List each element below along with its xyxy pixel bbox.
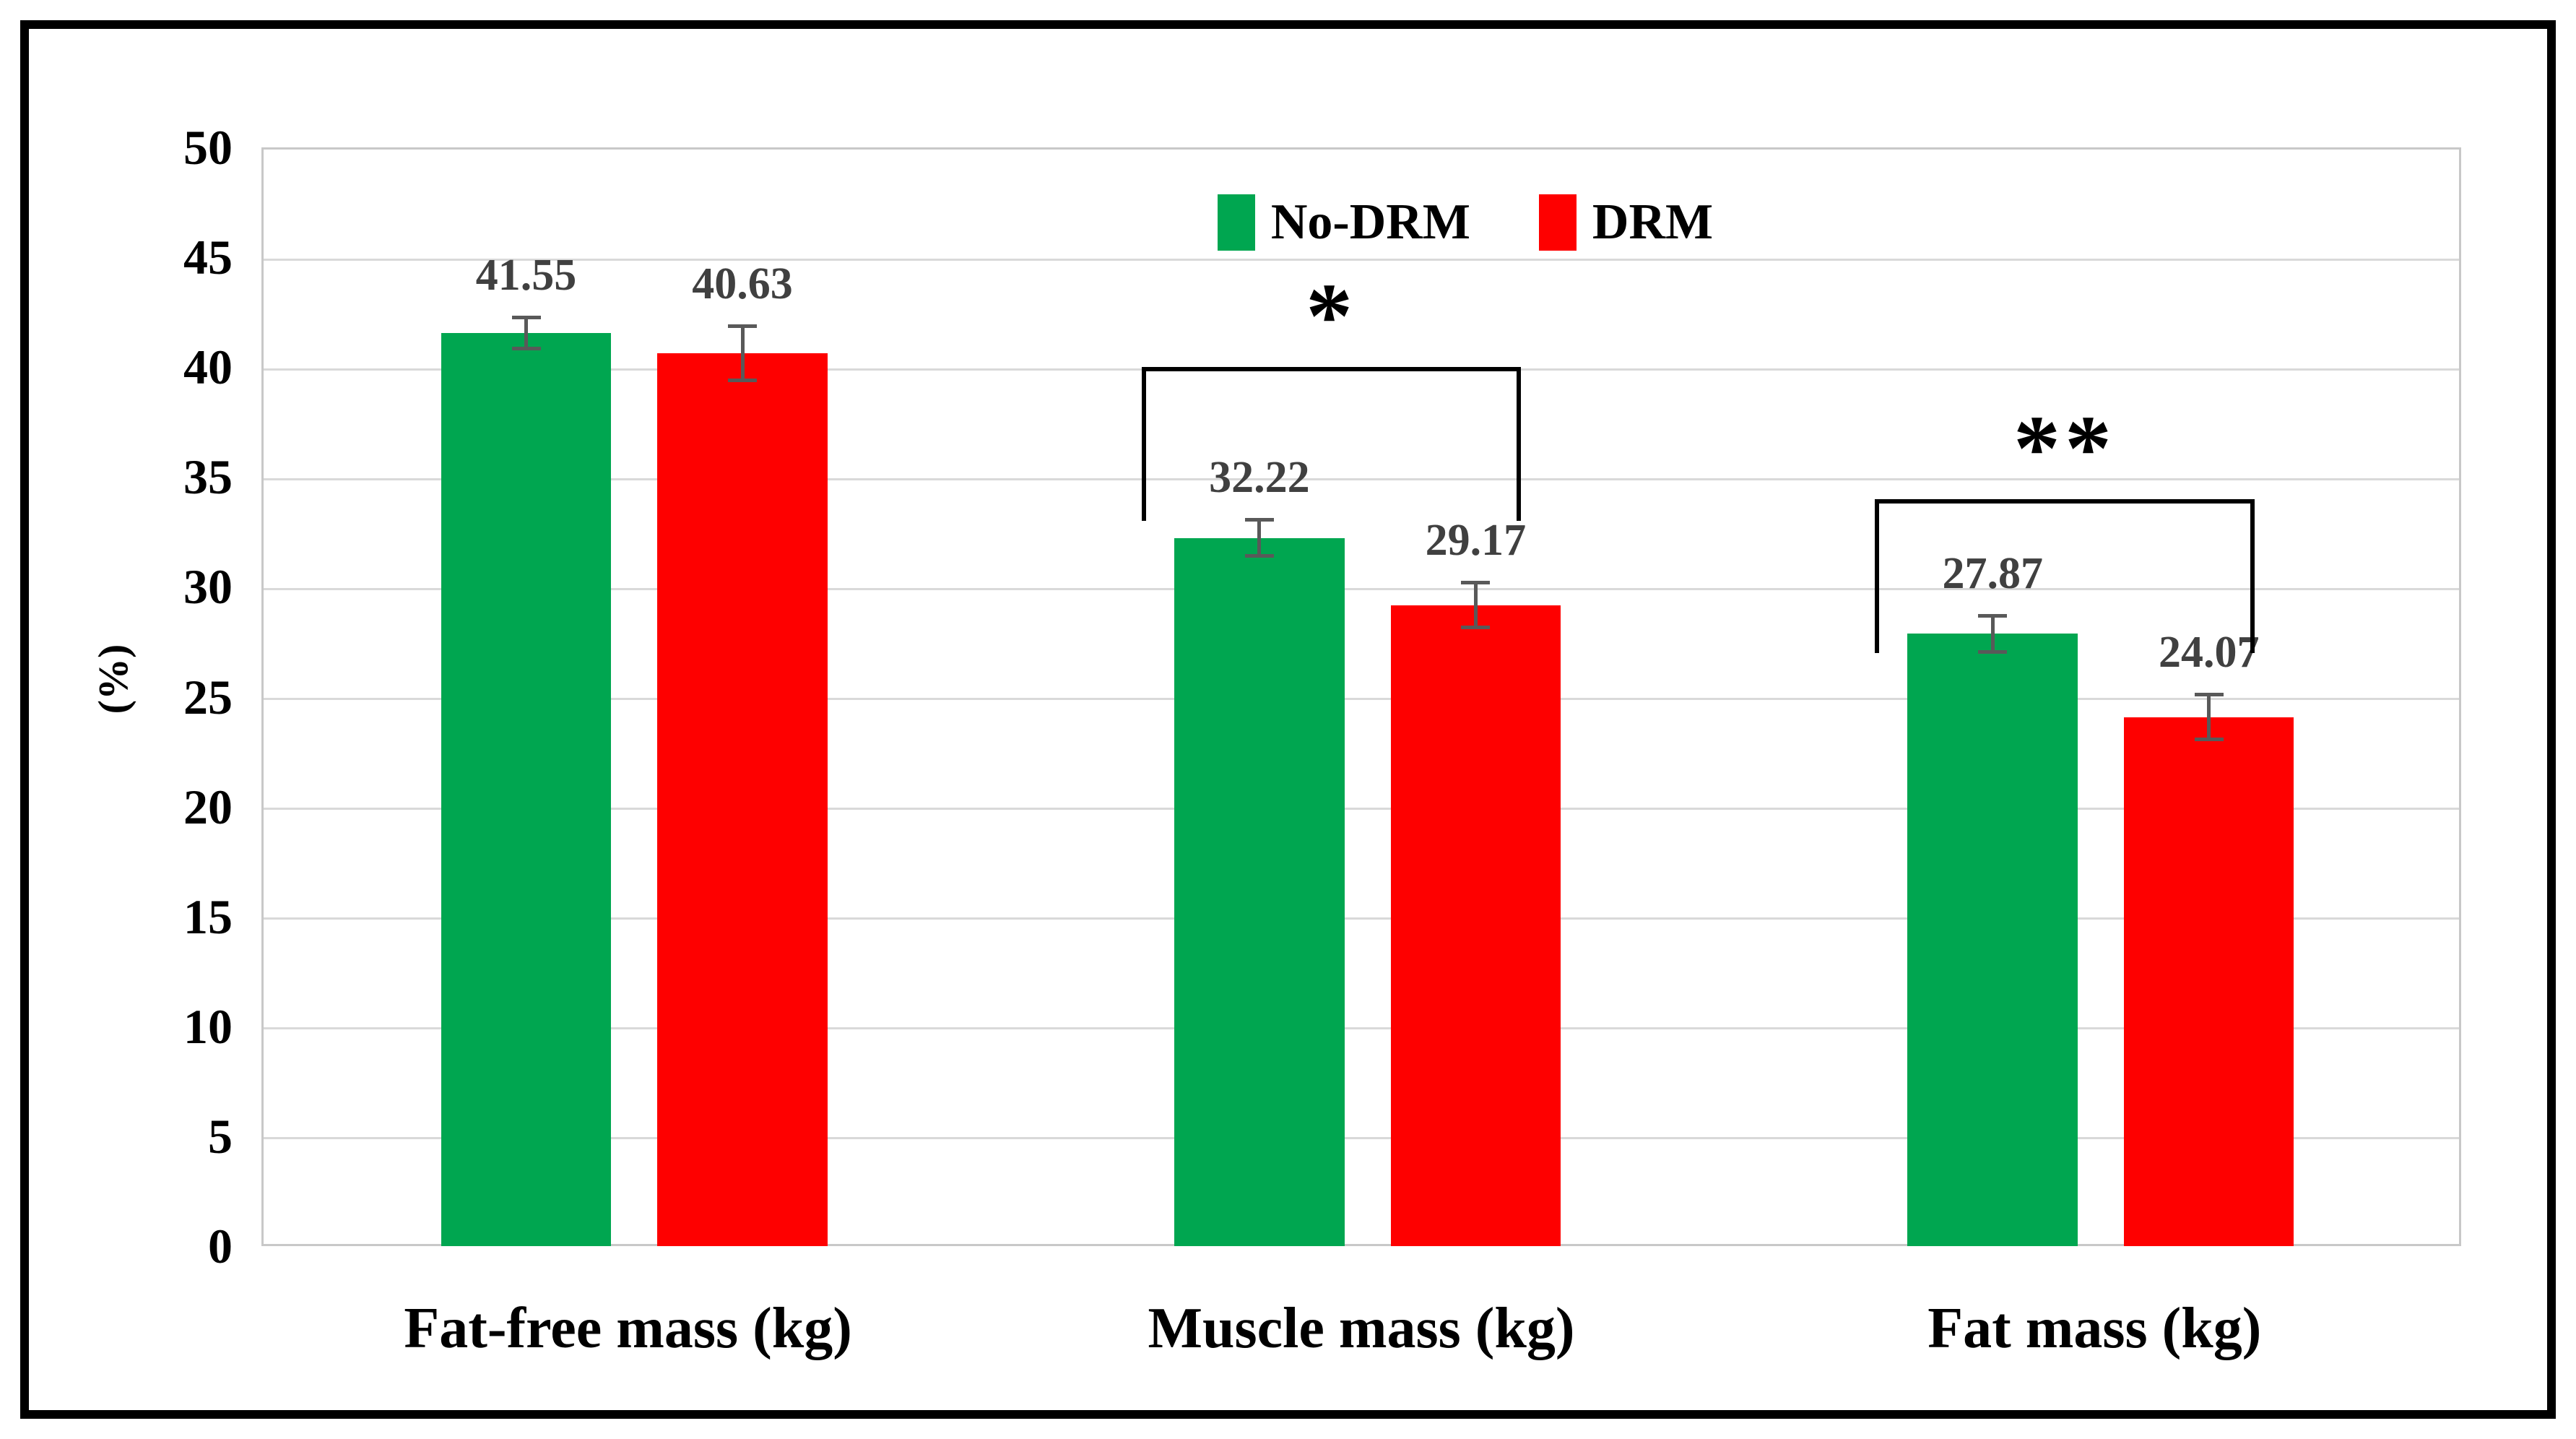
y-tick-label-50: 50 — [183, 120, 233, 175]
error-bar-cap — [1978, 649, 2008, 654]
y-tick-label-15: 15 — [183, 889, 233, 944]
legend-swatch-drm-icon — [1538, 194, 1577, 251]
legend-item-drm: DRM — [1538, 194, 1714, 251]
error-bar-cap — [1978, 613, 2008, 618]
data-label-drm-muscle-mass-kg: 29.17 — [1425, 516, 1527, 566]
error-bar-cap — [511, 315, 541, 319]
error-bar-cap — [728, 324, 758, 329]
bar-no-drm-muscle-mass-kg — [1174, 537, 1345, 1246]
significance-bracket-fat-mass-kg — [1875, 498, 2255, 653]
y-axis-title: (%) — [90, 644, 136, 714]
category-label-fat-free-mass-kg: Fat-free mass (kg) — [404, 1297, 852, 1360]
error-bar-cap — [2194, 693, 2224, 697]
y-tick-label-25: 25 — [183, 669, 233, 725]
error-bar-no-drm-fat-free-mass-kg — [524, 315, 529, 351]
y-tick-label-0: 0 — [208, 1219, 233, 1274]
error-bar-drm-fat-mass-kg — [2207, 693, 2211, 742]
gridline-15 — [264, 917, 2459, 920]
error-bar-no-drm-muscle-mass-kg — [1257, 518, 1262, 558]
error-bar-no-drm-fat-mass-kg — [1990, 613, 1995, 654]
gridline-30 — [264, 587, 2459, 590]
error-bar-drm-fat-free-mass-kg — [740, 324, 745, 382]
y-tick-label-40: 40 — [183, 340, 233, 395]
data-label-no-drm-fat-free-mass-kg: 41.55 — [475, 250, 577, 300]
y-tick-label-5: 5 — [208, 1108, 233, 1164]
gridline-5 — [264, 1137, 2459, 1140]
chart-frame: 41.55 40.63 32.22 29.17 27.87 24.07 * ** 0 5 10 15… — [20, 20, 2556, 1419]
y-tick-label-20: 20 — [183, 779, 233, 834]
y-tick-label-10: 10 — [183, 998, 233, 1054]
significance-label-fat-mass-kg: ** — [2013, 396, 2116, 501]
gridline-35 — [264, 477, 2459, 480]
plot-area — [261, 147, 2461, 1246]
bar-drm-fat-mass-kg — [2123, 717, 2294, 1246]
legend-item-no-drm: No-DRM — [1217, 194, 1470, 251]
gridline-25 — [264, 698, 2459, 700]
data-label-no-drm-fat-mass-kg: 27.87 — [1942, 548, 2043, 598]
y-tick-label-30: 30 — [183, 559, 233, 615]
error-bar-drm-muscle-mass-kg — [1473, 581, 1478, 630]
category-label-muscle-mass-kg: Muscle mass (kg) — [1148, 1297, 1575, 1360]
gridline-10 — [264, 1027, 2459, 1030]
data-label-drm-fat-free-mass-kg: 40.63 — [692, 259, 793, 309]
bar-no-drm-fat-free-mass-kg — [441, 333, 612, 1246]
legend-label-drm: DRM — [1592, 194, 1714, 250]
gridline-45 — [264, 258, 2459, 261]
gridline-20 — [264, 808, 2459, 811]
error-bar-cap — [511, 347, 541, 351]
bar-drm-muscle-mass-kg — [1390, 605, 1561, 1246]
error-bar-cap — [1461, 626, 1491, 630]
error-bar-cap — [1461, 581, 1491, 585]
y-tick-label-45: 45 — [183, 230, 233, 285]
legend-swatch-no-drm-icon — [1217, 194, 1255, 251]
significance-label-muscle-mass-kg: * — [1306, 264, 1358, 369]
significance-bracket-muscle-mass-kg — [1142, 367, 1522, 522]
legend-items: No-DRM DRM — [1217, 194, 1714, 251]
bar-drm-fat-free-mass-kg — [657, 353, 828, 1246]
legend: No-DRM DRM — [261, 188, 2461, 257]
error-bar-cap — [1244, 518, 1274, 522]
data-label-no-drm-muscle-mass-kg: 32.22 — [1209, 453, 1310, 503]
bar-no-drm-fat-mass-kg — [1907, 634, 2078, 1246]
error-bar-cap — [728, 378, 758, 382]
y-tick-label-35: 35 — [183, 449, 233, 505]
error-bar-cap — [1244, 554, 1274, 558]
category-label-fat-mass-kg: Fat mass (kg) — [1927, 1297, 2262, 1360]
data-label-drm-fat-mass-kg: 24.07 — [2158, 628, 2260, 678]
legend-label-no-drm: No-DRM — [1270, 194, 1470, 250]
error-bar-cap — [2194, 738, 2224, 742]
